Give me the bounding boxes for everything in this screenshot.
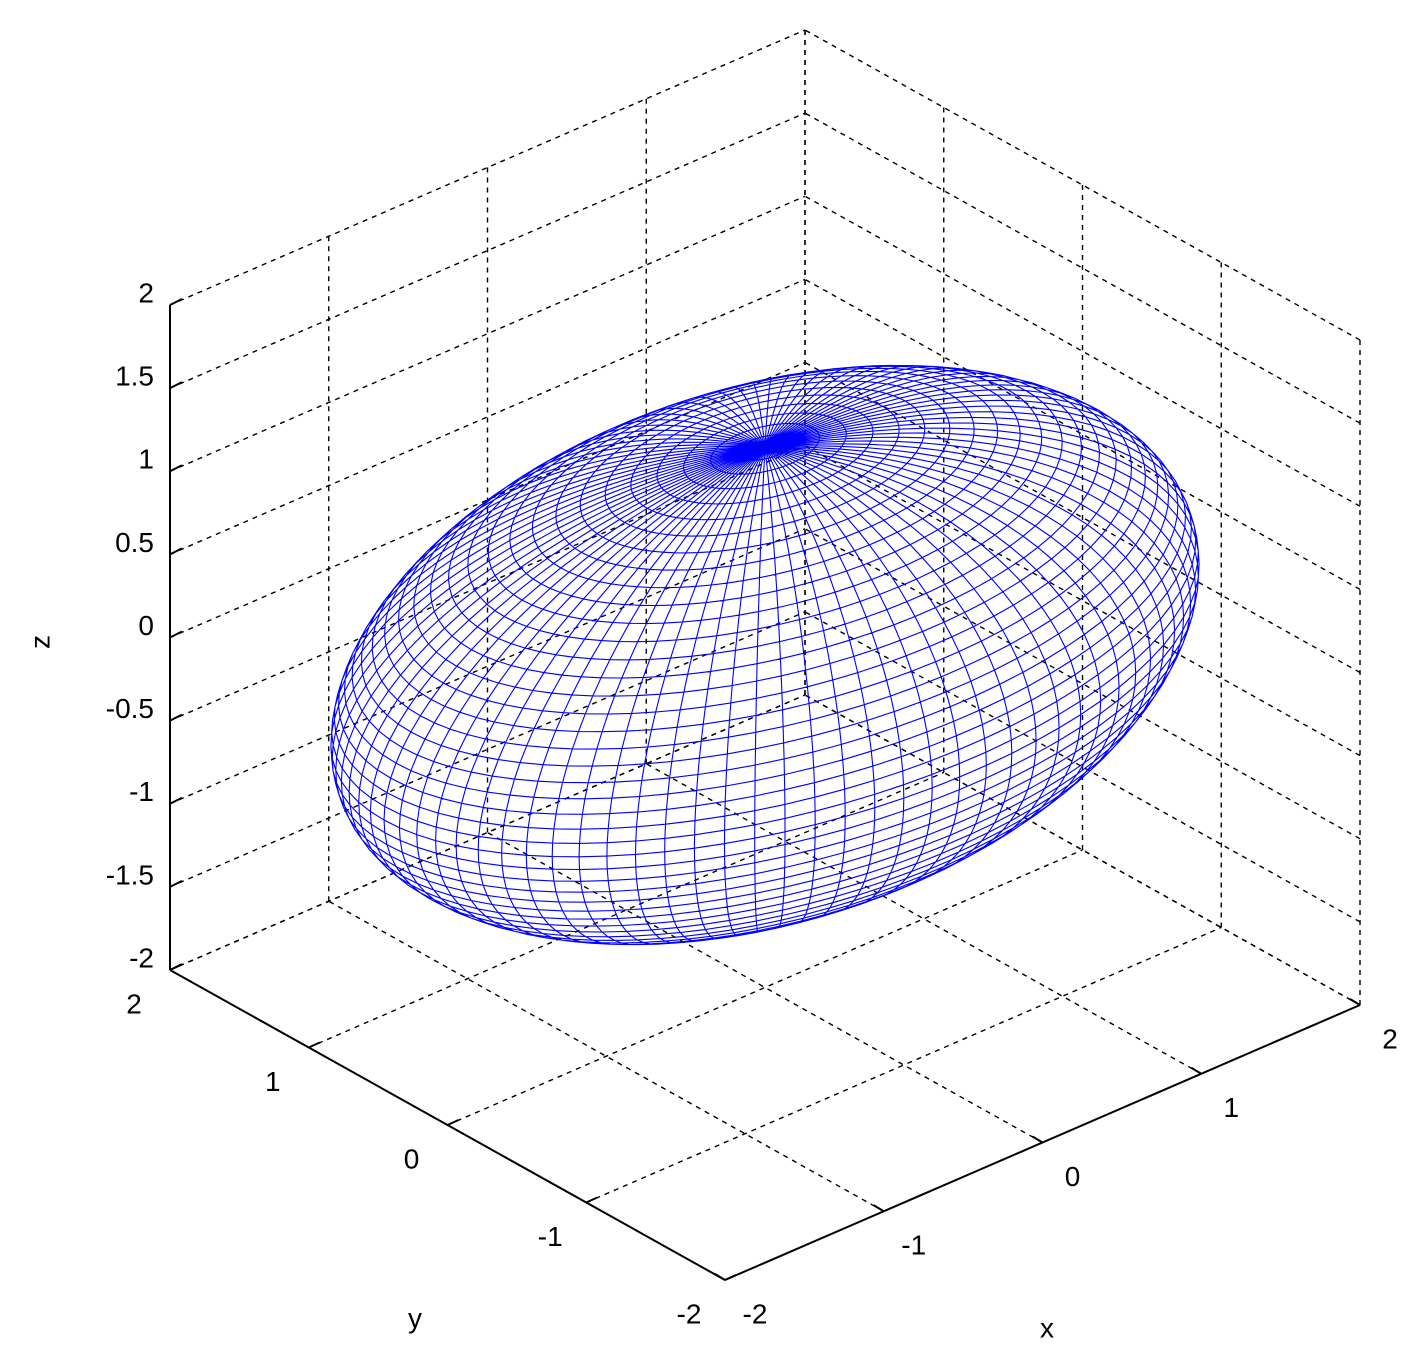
x-tick-label: -1 <box>901 1230 926 1261</box>
grid <box>169 29 1361 1281</box>
z-tick-label: -1 <box>129 776 154 807</box>
y-tick-label: -2 <box>677 1298 702 1329</box>
z-tick <box>169 713 183 722</box>
z-tick-label: 1.5 <box>115 361 154 392</box>
z-tick <box>169 464 183 473</box>
axes: -2 -1 0 1 2 -2 -1 0 1 2 -2 -1.5 -1 -0.5 0 0.5 1 1.5 2 <box>106 277 1398 1329</box>
x-tick <box>873 1204 885 1213</box>
z-tick-label: -0.5 <box>106 693 154 724</box>
z-tick <box>169 796 183 805</box>
x-tick <box>714 1273 726 1281</box>
z-tick <box>169 879 183 888</box>
y-tick-label: 2 <box>126 988 142 1019</box>
y-tick <box>308 1041 321 1049</box>
y-tick <box>724 1274 737 1281</box>
mesh <box>330 364 1200 946</box>
x-tick <box>1190 1066 1202 1075</box>
z-tick-label: -2 <box>129 942 154 973</box>
y-tick <box>585 1196 598 1204</box>
z-tick <box>169 547 183 556</box>
y-axis-label: y <box>408 1302 422 1333</box>
z-tick <box>169 298 183 306</box>
z-tick <box>169 381 183 390</box>
z-tick <box>169 963 183 971</box>
x-tick-label: 1 <box>1223 1092 1239 1123</box>
y-tick-label: -1 <box>538 1221 563 1252</box>
y-tick <box>447 1119 459 1126</box>
x-axis-label: x <box>1040 1312 1054 1343</box>
z-tick-label: 0 <box>138 610 154 641</box>
x-tick <box>1031 1135 1044 1144</box>
x-tick-label: 0 <box>1065 1161 1081 1192</box>
z-tick-label: 2 <box>138 277 154 308</box>
y-tick-label: 1 <box>265 1066 281 1097</box>
mesh-surface <box>330 364 1200 946</box>
z-tick-label: 0.5 <box>115 527 154 558</box>
grid-line <box>487 831 1043 1144</box>
x-tick-label: -2 <box>743 1298 768 1329</box>
z-tick-label: -1.5 <box>106 859 154 890</box>
grid-line <box>585 926 1222 1204</box>
x-tick-label: 2 <box>1382 1023 1398 1054</box>
z-tick <box>169 630 183 639</box>
x-tick <box>1349 998 1361 1006</box>
y-tick-label: 0 <box>404 1143 420 1174</box>
z-tick-label: 1 <box>138 444 154 475</box>
z-axis-label: z <box>24 635 55 649</box>
